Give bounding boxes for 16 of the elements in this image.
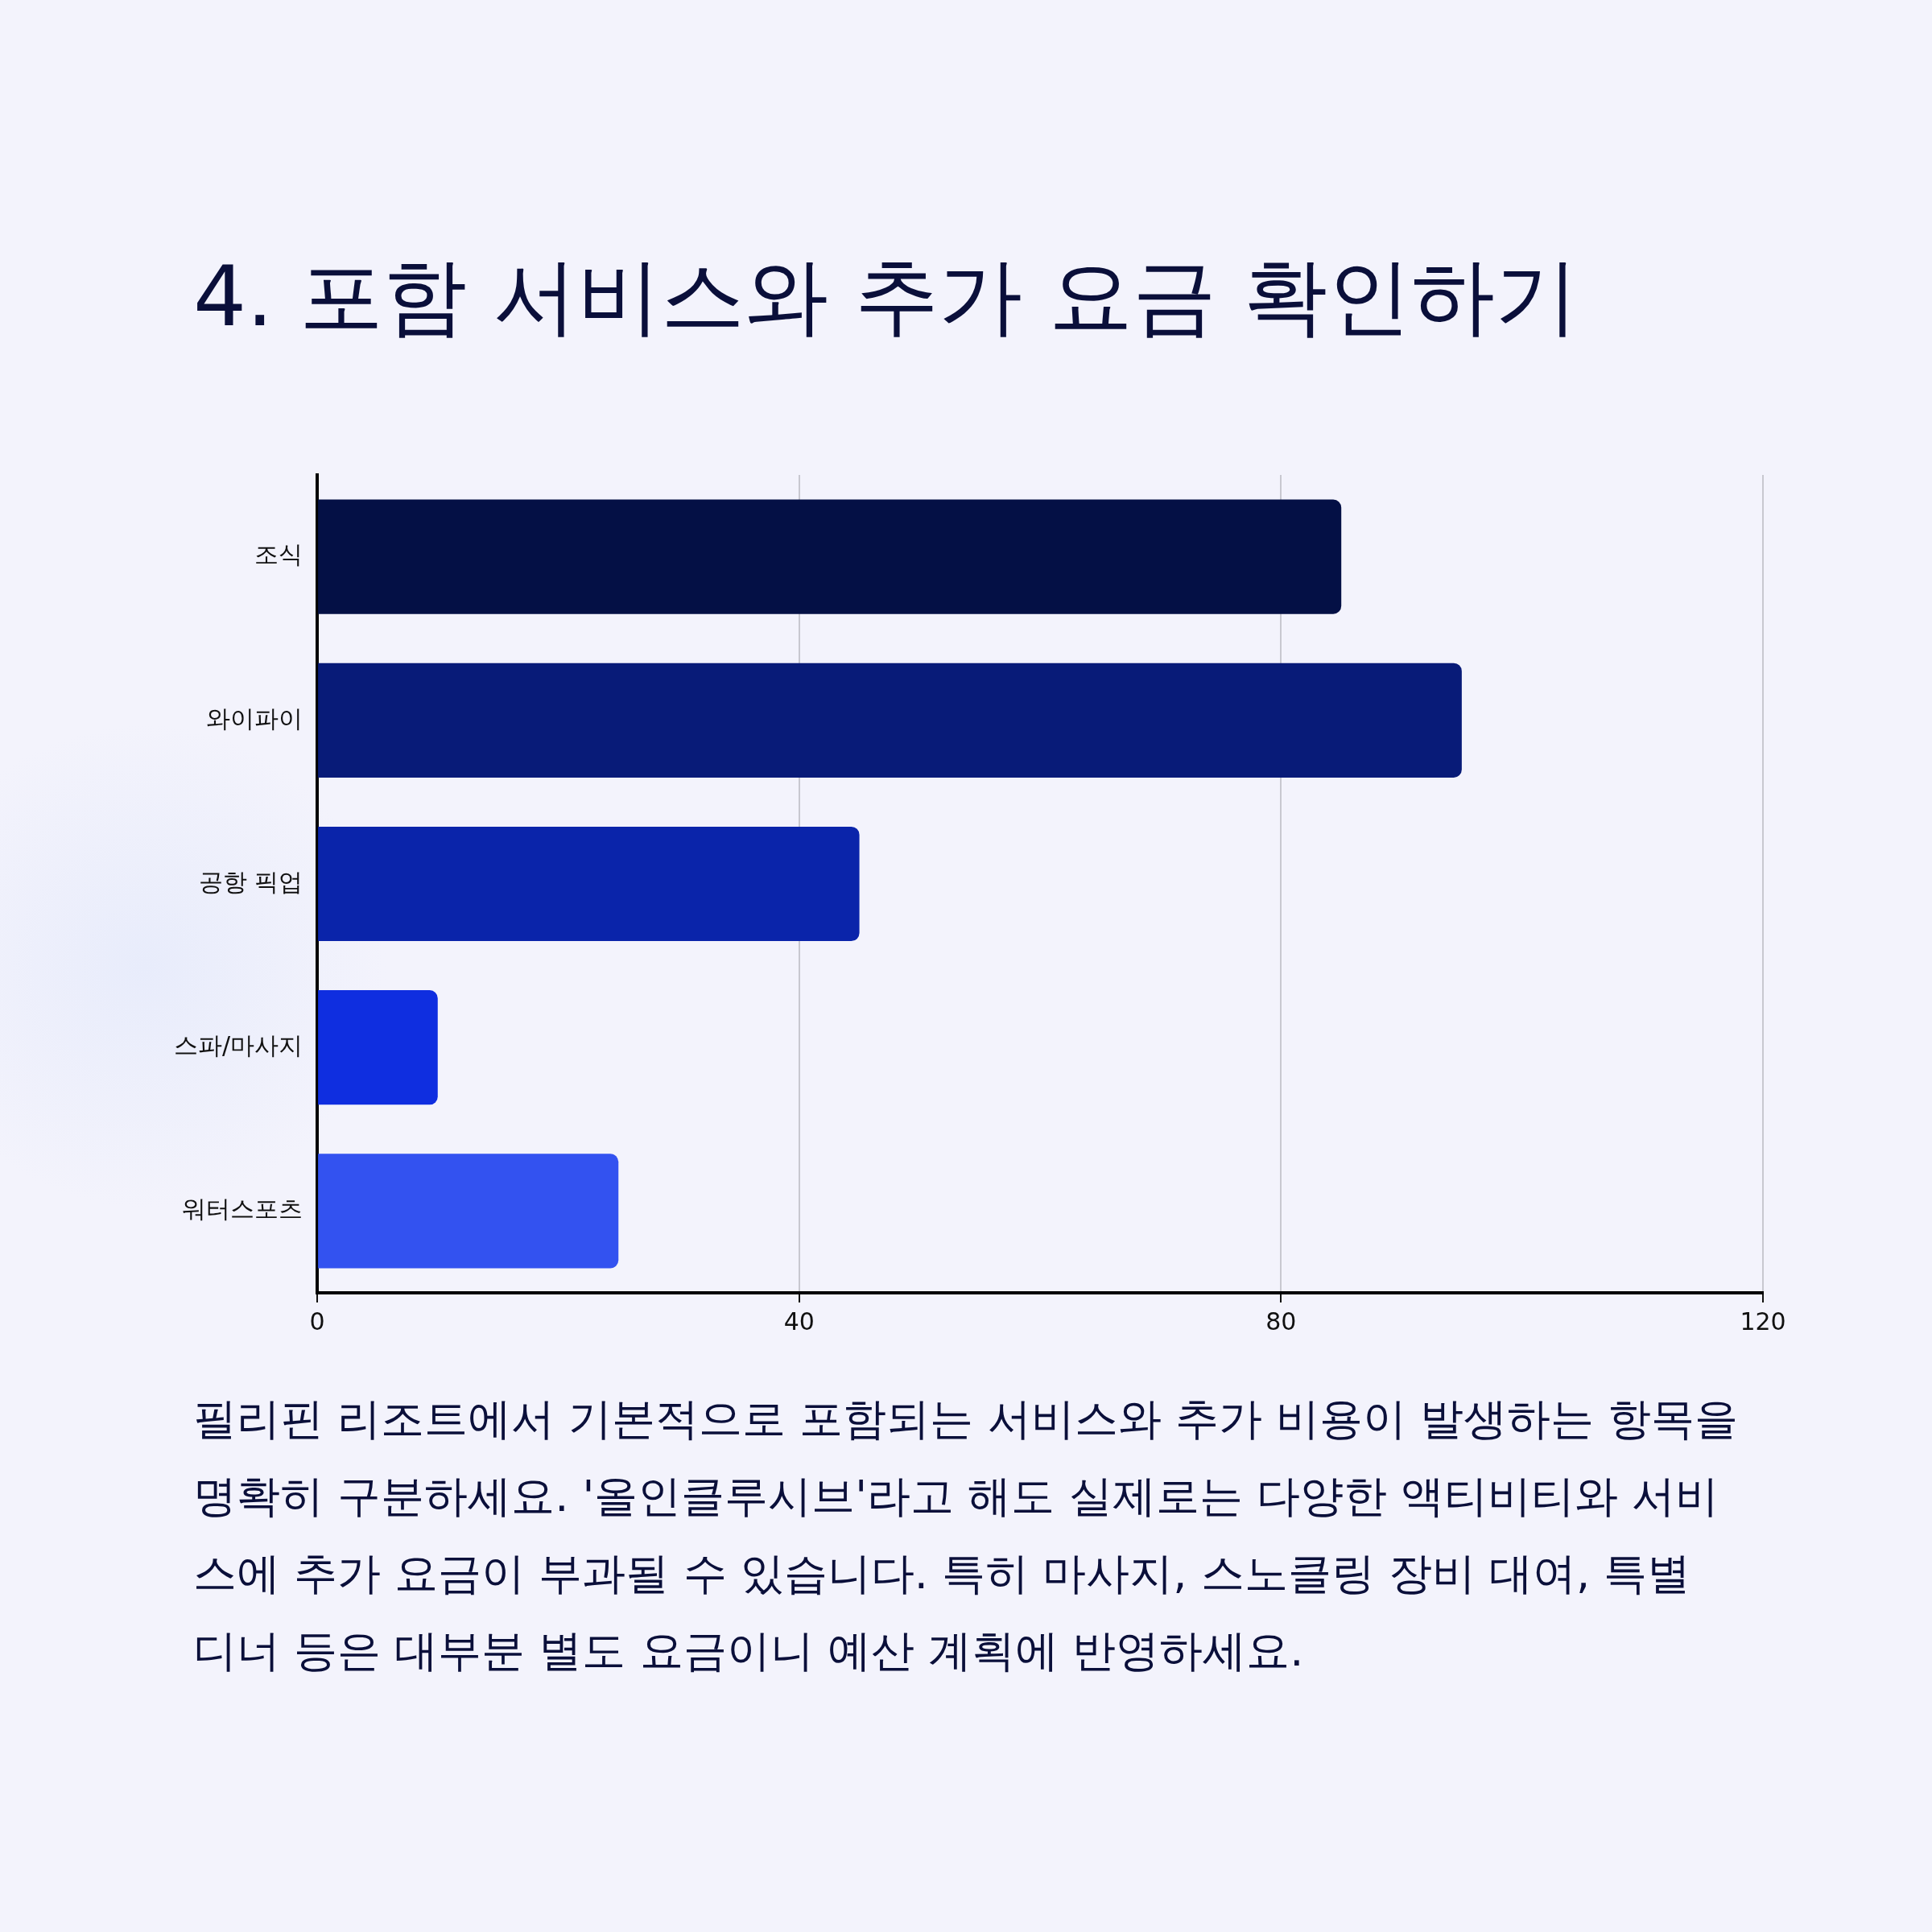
bar [318,826,860,942]
text: 필리핀 리조트에서 기본적으로 포함되는 서비스와 추가 비용이 발생하는 항목을 명확히 구분하세요. '올인클루시브'라고 해도 실제로는 다양한 액티비티와 서비스에 추가 요금이 부과될 수 있습니다. 특히 마사지, 스노클링 장비 대여, 특별 디너 등은 대부분 별도 요금이니 예산 계획에 반영하세요. [193,1393,1739,1678]
x-tick-label: 40 [783,1307,815,1335]
bar [318,663,1462,778]
y-tick-label: 스파/마사지 [174,1031,303,1059]
y-tick-label: 공항 픽업 [198,867,303,896]
bar [318,499,1342,614]
x-tick-label: 80 [1265,1307,1297,1335]
x-tick-label: 0 [309,1307,325,1335]
x-tick-label: 120 [1740,1307,1786,1335]
bar [318,1154,619,1269]
y-tick-label: 워터스포츠 [182,1195,303,1224]
bar [318,990,438,1105]
chart-title: 4. 포함 서비스와 추가 요금 확인하기 [193,246,1579,347]
y-tick-label: 조식 [254,540,303,569]
y-tick-label: 와이파이 [206,704,303,733]
